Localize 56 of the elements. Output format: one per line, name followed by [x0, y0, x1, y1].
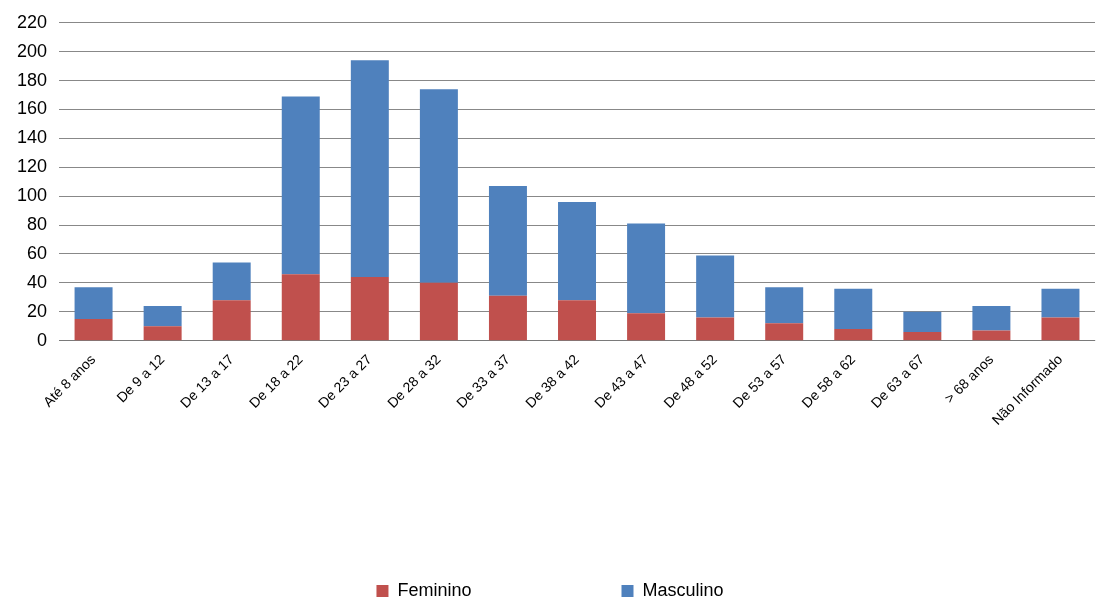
y-tick-label: 80 [27, 214, 48, 235]
x-tick-label: De 13 a 17 [176, 350, 237, 411]
bar [1041, 317, 1080, 341]
bar [903, 311, 942, 332]
x-tick-label: De 48 a 52 [660, 350, 721, 411]
x-tick-label: De 58 a 62 [798, 350, 859, 411]
bar [765, 323, 804, 341]
legend-label: Masculino [642, 579, 724, 600]
legend-label: Feminino [397, 579, 472, 600]
bar [143, 326, 182, 341]
x-tick-label: De 18 a 22 [245, 350, 306, 411]
bar [488, 186, 527, 296]
x-tick-label: De 33 a 37 [453, 350, 513, 411]
x-tick-label: De 23 a 27 [314, 350, 375, 411]
y-tick-label: 20 [27, 300, 48, 321]
y-tick-label: 160 [16, 98, 48, 119]
bar [558, 300, 597, 341]
x-tick-label: De 63 a 67 [867, 350, 928, 411]
bar [972, 330, 1011, 341]
x-tick-label: De 53 a 57 [729, 350, 790, 411]
y-tick-label: 0 [37, 329, 48, 350]
y-tick-label: 100 [16, 185, 48, 206]
y-tick-label: 140 [16, 127, 48, 148]
bar [212, 300, 251, 341]
y-tick-label: 40 [27, 271, 48, 292]
bar [212, 262, 251, 301]
bar [419, 89, 458, 283]
x-tick-label: De 43 a 47 [591, 350, 652, 411]
bar [419, 282, 458, 341]
bar [972, 305, 1011, 331]
bar [765, 287, 804, 324]
bar [1041, 288, 1080, 318]
bar [696, 317, 735, 341]
x-tick-label: De 28 a 32 [383, 350, 444, 411]
bar [696, 255, 735, 318]
bar [903, 331, 942, 341]
bar [350, 60, 389, 278]
bar [74, 287, 113, 319]
bar [627, 223, 666, 314]
bar [281, 96, 320, 275]
y-tick-label: 220 [16, 11, 48, 32]
bar [143, 305, 182, 327]
y-tick-label: 200 [16, 40, 48, 61]
y-tick-label: 60 [27, 242, 48, 263]
bar [350, 277, 389, 341]
bar [627, 313, 666, 341]
bar [281, 274, 320, 341]
x-tick-label: De 9 a 12 [113, 350, 168, 406]
bar [834, 329, 873, 341]
bar [558, 201, 597, 301]
bar [834, 288, 873, 330]
x-tick-label: De 38 a 42 [522, 350, 583, 411]
bar [488, 295, 527, 341]
bar [74, 318, 113, 341]
y-tick-label: 120 [16, 156, 48, 177]
y-tick-label: 180 [16, 69, 48, 90]
